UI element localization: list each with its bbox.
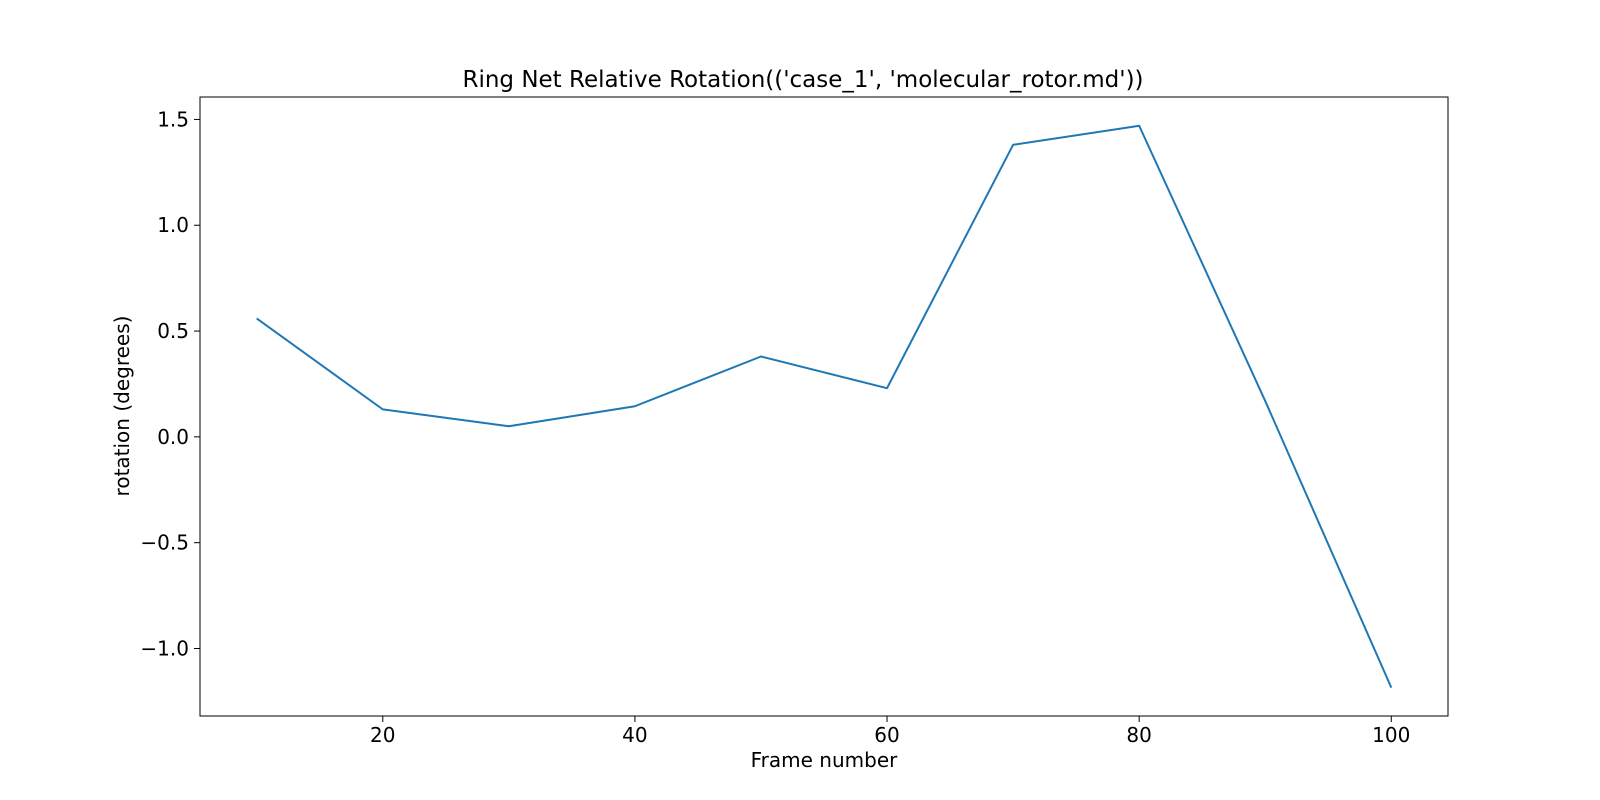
y-axis: 1.5 1.0 0.5 0.0 −0.5 −1.0 bbox=[140, 107, 200, 660]
y-tick-label: 1.0 bbox=[157, 213, 189, 237]
y-tick-label: −0.5 bbox=[140, 531, 189, 555]
x-tick-label: 40 bbox=[622, 723, 647, 747]
x-tick-label: 100 bbox=[1372, 723, 1410, 747]
series-layer bbox=[256, 124, 1393, 689]
plot-frame bbox=[199, 96, 1449, 717]
x-tick-label: 20 bbox=[370, 723, 395, 747]
x-tick-label: 80 bbox=[1126, 723, 1151, 747]
x-tick-label: 60 bbox=[874, 723, 899, 747]
x-axis: 20 40 60 80 100 bbox=[370, 716, 1410, 747]
y-tick-label: 0.0 bbox=[157, 425, 189, 449]
y-tick-label: 1.5 bbox=[157, 107, 189, 131]
y-tick-label: 0.5 bbox=[157, 319, 189, 343]
y-axis-label: rotation (degrees) bbox=[110, 316, 134, 497]
chart-title: Ring Net Relative Rotation(('case_1', 'm… bbox=[462, 67, 1143, 93]
series-line bbox=[256, 124, 1393, 689]
y-tick-label: −1.0 bbox=[140, 636, 189, 660]
x-axis-label: Frame number bbox=[751, 748, 899, 772]
